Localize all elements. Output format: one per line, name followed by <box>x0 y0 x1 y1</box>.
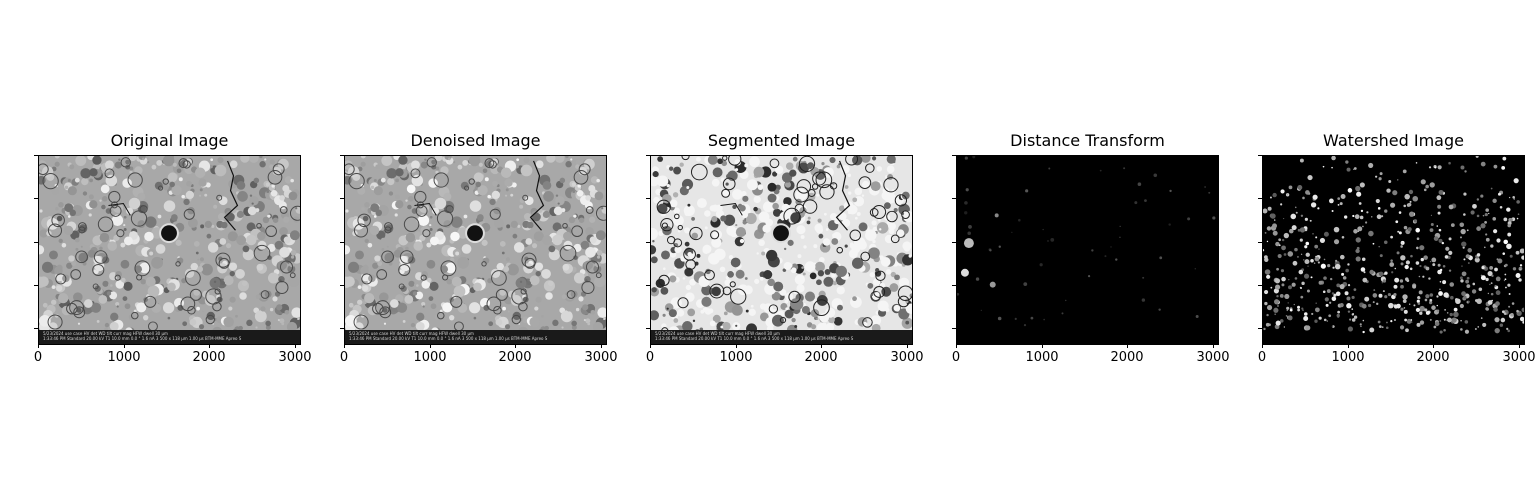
y-tick-mark <box>34 198 38 199</box>
y-tick-mark <box>952 198 956 199</box>
x-tick-label: 1000 <box>1025 350 1059 365</box>
x-tick-label: 0 <box>951 350 961 365</box>
y-tick-mark <box>646 242 650 243</box>
x-tick-mark <box>344 344 345 348</box>
x-tick-mark <box>956 344 957 348</box>
sem-info-banner: 5/23/2024 use case HV det WD tilt curr m… <box>345 330 606 344</box>
x-tick-mark <box>821 344 822 348</box>
image-axes: 5/23/2024 use case HV det WD tilt curr m… <box>38 155 301 345</box>
y-tick-mark <box>646 328 650 329</box>
panel-segmented: Segmented Image 5/23/2024 use case HV det… <box>0 0 924 365</box>
panel-title: Denoised Image <box>410 131 541 150</box>
x-tick-mark <box>736 344 737 348</box>
panel-image <box>957 156 1218 344</box>
sem-info-banner: 5/23/2024 use case HV det WD tilt curr m… <box>651 330 912 344</box>
panel-title: Original Image <box>110 131 229 150</box>
panel-image <box>1263 156 1524 344</box>
x-tick-label: 1000 <box>107 350 141 365</box>
x-tick-mark <box>1262 344 1263 348</box>
panel-title: Distance Transform <box>1010 131 1165 150</box>
y-tick-mark <box>646 155 650 156</box>
x-tick-label: 0 <box>33 350 43 365</box>
x-tick-mark <box>38 344 39 348</box>
y-tick-mark <box>340 198 344 199</box>
x-tick-label: 3000 <box>890 350 924 365</box>
x-tick-label: 2000 <box>804 350 838 365</box>
y-tick-mark <box>952 328 956 329</box>
y-tick-mark <box>1258 155 1262 156</box>
panel-distance: Distance Transform0100020003000050010001… <box>0 0 1230 365</box>
panel-image <box>39 156 300 344</box>
y-tick-mark <box>34 328 38 329</box>
panel-denoised: Denoised Image 5/23/2024 use case HV det … <box>0 0 618 365</box>
sem-banner-line: 1:33:46 PM Standard 20.00 kV T1 10.0 mm … <box>349 336 548 341</box>
y-tick-mark <box>952 242 956 243</box>
image-axes <box>1262 155 1525 345</box>
sem-banner-line: 1:33:46 PM Standard 20.00 kV T1 10.0 mm … <box>43 336 242 341</box>
y-tick-mark <box>34 285 38 286</box>
x-tick-mark <box>601 344 602 348</box>
x-tick-label: 2000 <box>498 350 532 365</box>
x-tick-label: 1000 <box>1331 350 1365 365</box>
x-tick-mark <box>1519 344 1520 348</box>
image-axes: 5/23/2024 use case HV det WD tilt curr m… <box>650 155 913 345</box>
x-tick-mark <box>650 344 651 348</box>
x-tick-mark <box>124 344 125 348</box>
x-tick-label: 3000 <box>1196 350 1230 365</box>
sem-info-banner: 5/23/2024 use case HV det WD tilt curr m… <box>39 330 300 344</box>
y-tick-mark <box>1258 328 1262 329</box>
image-axes <box>956 155 1219 345</box>
y-tick-mark <box>1258 285 1262 286</box>
image-axes: 5/23/2024 use case HV det WD tilt curr m… <box>344 155 607 345</box>
y-tick-mark <box>340 155 344 156</box>
y-tick-mark <box>1258 198 1262 199</box>
panel-title: Segmented Image <box>707 131 856 150</box>
x-tick-label: 2000 <box>1416 350 1450 365</box>
y-tick-mark <box>34 242 38 243</box>
x-tick-mark <box>295 344 296 348</box>
x-tick-mark <box>1127 344 1128 348</box>
x-tick-mark <box>430 344 431 348</box>
x-tick-mark <box>1213 344 1214 348</box>
x-tick-label: 1000 <box>719 350 753 365</box>
x-tick-label: 1000 <box>413 350 447 365</box>
x-tick-mark <box>515 344 516 348</box>
sem-banner-line: 1:33:46 PM Standard 20.00 kV T1 10.0 mm … <box>655 336 854 341</box>
y-tick-mark <box>646 285 650 286</box>
panel-original: Original Image 5/23/2024 use case HV det … <box>0 0 312 365</box>
x-tick-mark <box>1348 344 1349 348</box>
y-tick-mark <box>34 155 38 156</box>
y-tick-mark <box>1258 242 1262 243</box>
x-tick-label: 3000 <box>584 350 618 365</box>
x-tick-mark <box>1042 344 1043 348</box>
x-tick-mark <box>1433 344 1434 348</box>
x-tick-mark <box>907 344 908 348</box>
y-tick-mark <box>952 155 956 156</box>
sem-banner-line: 5/23/2024 use case HV det WD tilt curr m… <box>349 331 474 336</box>
x-tick-label: 0 <box>339 350 349 365</box>
y-tick-mark <box>340 242 344 243</box>
x-tick-label: 2000 <box>192 350 226 365</box>
x-tick-label: 3000 <box>1502 350 1536 365</box>
y-tick-mark <box>340 285 344 286</box>
y-tick-mark <box>646 198 650 199</box>
x-tick-mark <box>209 344 210 348</box>
x-tick-label: 0 <box>1257 350 1267 365</box>
x-tick-label: 0 <box>645 350 655 365</box>
panel-image <box>651 156 912 344</box>
sem-banner-line: 5/23/2024 use case HV det WD tilt curr m… <box>43 331 168 336</box>
x-tick-label: 2000 <box>1110 350 1144 365</box>
panel-watershed: Watershed Image0100020003000050010001500… <box>0 0 1536 365</box>
x-tick-label: 3000 <box>278 350 312 365</box>
y-tick-mark <box>340 328 344 329</box>
panel-image <box>345 156 606 344</box>
sem-banner-line: 5/23/2024 use case HV det WD tilt curr m… <box>655 331 780 336</box>
y-tick-mark <box>952 285 956 286</box>
panel-title: Watershed Image <box>1323 131 1464 150</box>
